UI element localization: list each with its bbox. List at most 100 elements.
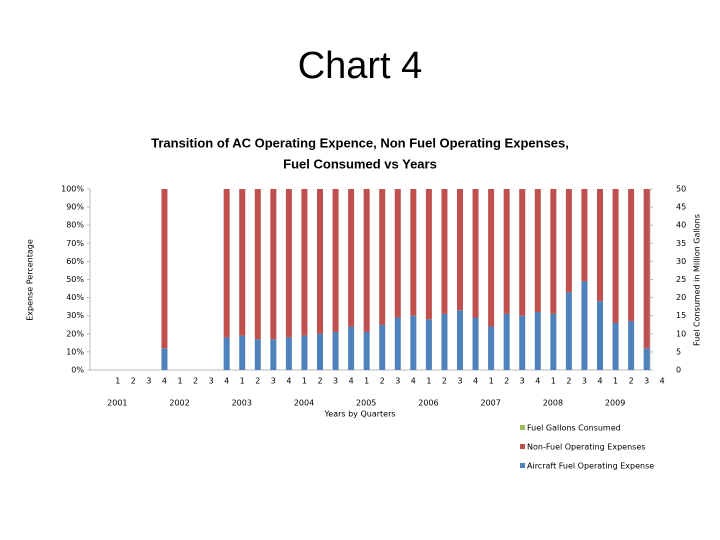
bar-segment [425, 189, 432, 320]
x-tick-label: 4 [597, 377, 602, 386]
y-tick-label: 20% [66, 329, 84, 338]
x-tick-label: 4 [411, 377, 416, 386]
bar-segment [161, 348, 168, 370]
year-label: 2008 [543, 399, 563, 408]
bar-segment [441, 189, 448, 314]
x-tick-label: 3 [333, 377, 338, 386]
x-tick-label: 2 [317, 377, 322, 386]
bar-segment [332, 331, 339, 370]
bar-segment [534, 312, 541, 370]
year-label: 2005 [356, 399, 376, 408]
y2-tick-label: 20 [676, 293, 686, 302]
year-label: 2002 [169, 399, 189, 408]
slide-title: Chart 4 [298, 45, 423, 87]
bar-segment [301, 189, 308, 336]
bar-segment [457, 310, 463, 370]
y2-tick-label: 35 [676, 239, 686, 248]
year-label: 2006 [418, 399, 438, 408]
y-tick-label: 80% [66, 221, 84, 230]
bar-segment [348, 326, 355, 370]
x-tick-label: 3 [271, 377, 276, 386]
y2-tick-label: 50 [676, 185, 686, 194]
x-tick-label: 3 [644, 377, 649, 386]
bar-segment [223, 337, 230, 370]
bar-segment [379, 324, 386, 370]
x-tick-label: 1 [489, 377, 494, 386]
chart-title: Fuel Consumed vs Years [283, 156, 437, 171]
bar-segment [519, 189, 526, 316]
bar-segment [363, 331, 370, 370]
bar-segment [488, 326, 495, 370]
x-tick-label: 3 [457, 377, 462, 386]
bar-segment [612, 189, 619, 323]
bar-segment [550, 189, 557, 314]
y-tick-label: 70% [66, 239, 84, 248]
bar-segment [394, 317, 401, 370]
y-tick-label: 0% [71, 366, 84, 375]
legend-label: Fuel Gallons Consumed [527, 424, 621, 433]
bar-segment [161, 189, 168, 349]
x-tick-label: 3 [209, 377, 214, 386]
bar-segment [239, 335, 246, 370]
bar-segment [550, 313, 557, 370]
bar-segment [503, 313, 510, 370]
x-tick-label: 2 [380, 377, 385, 386]
x-tick-label: 3 [582, 377, 587, 386]
x-tick-label: 2 [442, 377, 447, 386]
bar-segment [239, 189, 246, 336]
y2-tick-label: 0 [676, 366, 681, 375]
x-tick-label: 1 [177, 377, 182, 386]
year-label: 2009 [605, 399, 625, 408]
x-tick-label: 4 [535, 377, 540, 386]
bar-segment [332, 189, 339, 332]
y2-tick-label: 30 [676, 257, 686, 266]
bar-segment [317, 333, 323, 370]
bar-segment [581, 281, 588, 370]
year-label: 2001 [107, 399, 127, 408]
y-tick-label: 30% [66, 311, 84, 320]
x-tick-label: 1 [240, 377, 245, 386]
bar-segment [534, 189, 541, 313]
bar-segment [457, 189, 463, 311]
y2-tick-label: 15 [676, 311, 686, 320]
bar-segment [223, 189, 230, 338]
bar-segment [254, 189, 261, 340]
bar-segment [643, 348, 650, 370]
y-tick-label: 100% [61, 185, 84, 194]
bar-segment [488, 189, 495, 327]
bar-segment [519, 315, 526, 370]
x-tick-label: 4 [660, 377, 665, 386]
x-tick-label: 2 [193, 377, 198, 386]
x-tick-label: 1 [426, 377, 431, 386]
bar-segment [394, 189, 401, 318]
y-axis-title: Expense Percentage [26, 239, 35, 321]
bar-segment [565, 189, 572, 293]
bar-segment [643, 189, 650, 349]
x-tick-label: 3 [146, 377, 151, 386]
bar-segment [472, 189, 479, 318]
bar-segment [597, 189, 603, 302]
bar-segment [565, 292, 572, 370]
x-tick-label: 4 [349, 377, 354, 386]
bar-segment [363, 189, 370, 332]
x-tick-label: 4 [473, 377, 478, 386]
bar-segment [270, 189, 277, 340]
x-tick-label: 1 [613, 377, 618, 386]
x-tick-label: 2 [629, 377, 634, 386]
x-tick-label: 3 [520, 377, 525, 386]
bar-segment [317, 189, 323, 334]
y2-tick-label: 25 [676, 275, 686, 284]
bar-segment [612, 322, 619, 370]
year-label: 2007 [480, 399, 500, 408]
x-tick-label: 3 [395, 377, 400, 386]
bar-segment [472, 317, 479, 370]
bar-segment [285, 337, 292, 370]
y-tick-label: 50% [66, 275, 84, 284]
bar-segment [254, 339, 261, 370]
x-tick-label: 2 [504, 377, 509, 386]
y2-tick-label: 40 [676, 221, 686, 230]
x-tick-label: 2 [566, 377, 571, 386]
chart-title: Transition of AC Operating Expence, Non … [151, 135, 569, 150]
year-label: 2003 [232, 399, 252, 408]
y2-tick-label: 45 [676, 203, 686, 212]
